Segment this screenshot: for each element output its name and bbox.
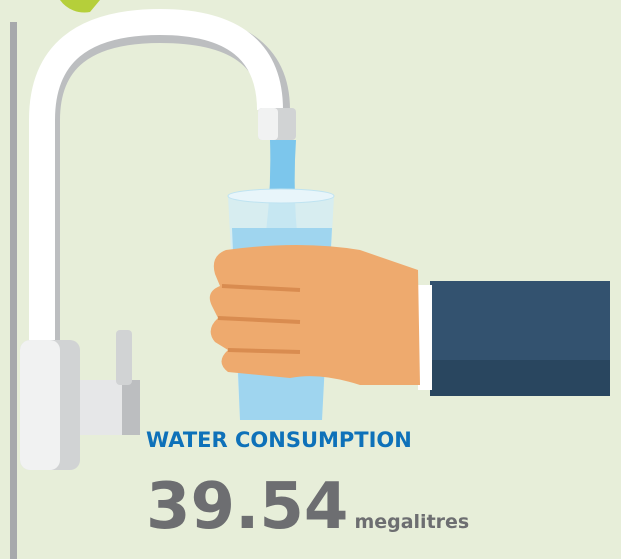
hand [210,245,420,385]
cuff [418,285,432,390]
side-bar [10,22,17,559]
hand-shape [210,245,420,385]
faucet-base-light [20,340,60,470]
faucet-spout-light [258,108,278,140]
faucet-handle-light [80,380,122,435]
metric-unit: megalitres [354,511,469,533]
sleeve-shadow [430,360,610,396]
metric-value: 39.54 [146,470,348,544]
metric-label: WATER CONSUMPTION [146,428,412,452]
glass-rim [228,189,334,203]
infographic: WATER CONSUMPTION 39.54 megalitres [0,0,621,559]
faucet-lever [116,330,132,385]
page: WATER CONSUMPTION 39.54 megalitres (() =… [0,0,621,559]
